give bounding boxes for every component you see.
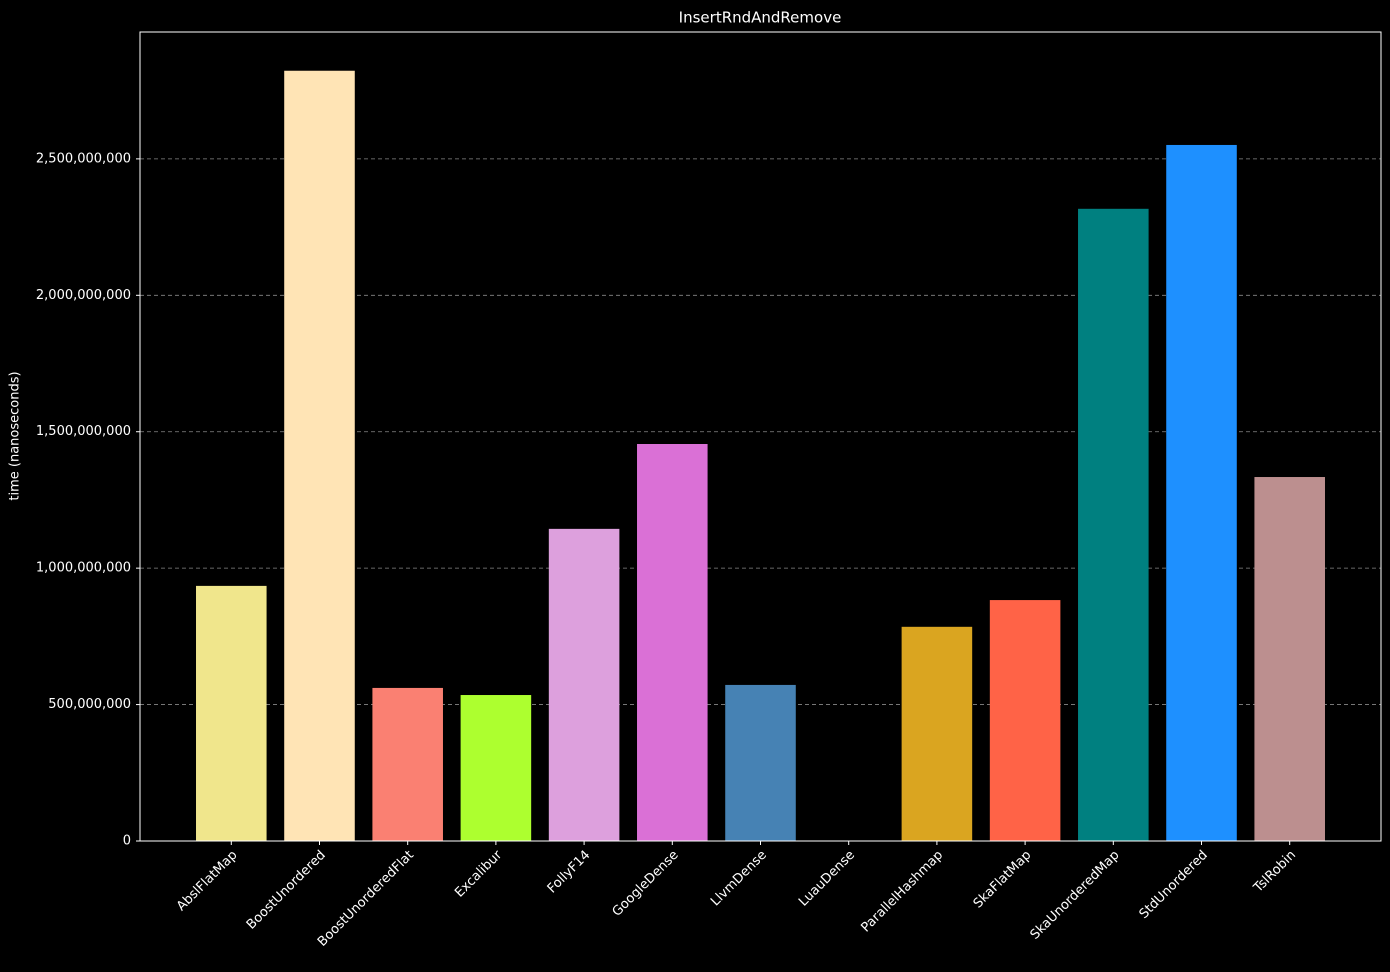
y-tick-label: 2,000,000,000 [36, 288, 131, 303]
bar [1078, 208, 1149, 841]
plot-frame [139, 31, 1382, 842]
bar [284, 70, 355, 841]
y-tick-label: 1,000,000,000 [36, 561, 131, 576]
bar [372, 687, 443, 841]
bar [1254, 477, 1325, 841]
bar [548, 528, 620, 841]
bar [1166, 144, 1237, 842]
y-tick-label: 2,500,000,000 [36, 151, 131, 166]
bar [196, 585, 267, 841]
bar [725, 684, 796, 841]
y-tick-label: 0 [123, 834, 131, 849]
chart-title: InsertRndAndRemove [679, 9, 842, 27]
bar [460, 695, 532, 841]
y-axis-label: time (nanoseconds) [8, 371, 23, 500]
bar [901, 626, 973, 841]
bar [989, 600, 1061, 841]
y-tick-label: 1,500,000,000 [36, 424, 131, 439]
bar [637, 444, 708, 841]
y-tick-label: 500,000,000 [48, 697, 131, 712]
